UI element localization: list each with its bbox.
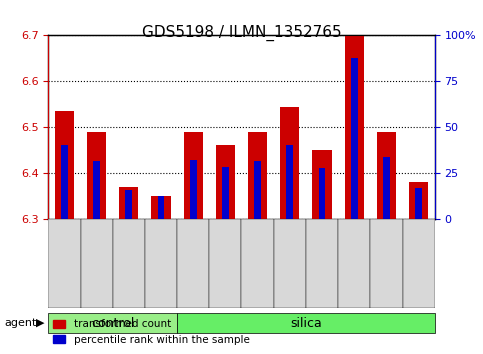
Text: silica: silica <box>290 316 322 330</box>
Bar <box>157 195 164 219</box>
Bar <box>119 187 139 219</box>
Text: agent: agent <box>5 318 37 328</box>
FancyBboxPatch shape <box>177 313 435 333</box>
Bar <box>151 195 170 219</box>
FancyBboxPatch shape <box>338 219 370 308</box>
Bar <box>351 58 357 219</box>
FancyBboxPatch shape <box>48 313 177 333</box>
FancyBboxPatch shape <box>370 219 402 308</box>
Bar <box>313 149 332 219</box>
FancyBboxPatch shape <box>145 219 177 308</box>
Bar <box>93 161 100 219</box>
Bar <box>216 145 235 219</box>
Bar <box>248 132 267 219</box>
Bar <box>222 167 229 219</box>
Bar <box>87 132 106 219</box>
Text: ▶: ▶ <box>36 318 45 328</box>
Legend: transformed count, percentile rank within the sample: transformed count, percentile rank withi… <box>49 315 254 349</box>
FancyBboxPatch shape <box>48 219 81 308</box>
FancyBboxPatch shape <box>177 219 209 308</box>
Bar <box>55 111 74 219</box>
Bar <box>126 189 132 219</box>
Text: control: control <box>91 316 134 330</box>
Bar <box>319 168 326 219</box>
FancyBboxPatch shape <box>242 219 274 308</box>
Bar <box>383 158 390 219</box>
Bar <box>409 182 428 219</box>
Bar <box>377 132 396 219</box>
Bar <box>286 145 293 219</box>
Bar <box>61 145 68 219</box>
FancyBboxPatch shape <box>81 219 113 308</box>
Bar <box>280 107 299 219</box>
Bar <box>190 160 197 219</box>
FancyBboxPatch shape <box>209 219 242 308</box>
Bar <box>184 132 203 219</box>
FancyBboxPatch shape <box>274 219 306 308</box>
FancyBboxPatch shape <box>306 219 338 308</box>
FancyBboxPatch shape <box>402 219 435 308</box>
Text: GDS5198 / ILMN_1352765: GDS5198 / ILMN_1352765 <box>142 25 341 41</box>
Bar <box>344 35 364 219</box>
FancyBboxPatch shape <box>113 219 145 308</box>
Bar <box>254 161 261 219</box>
Bar <box>415 188 422 219</box>
